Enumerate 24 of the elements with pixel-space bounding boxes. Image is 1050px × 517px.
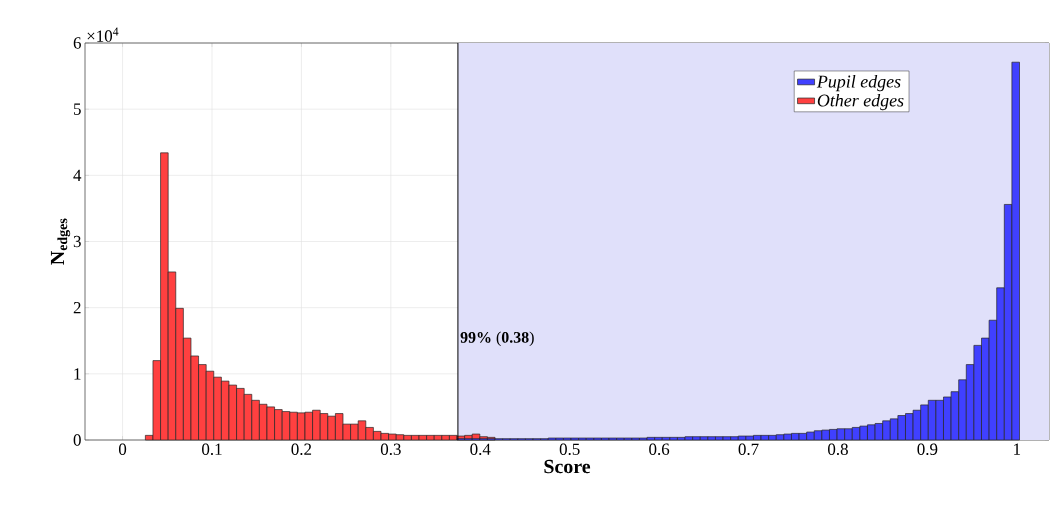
y-tick-label: 0 (73, 434, 81, 446)
y-tick-label: 3 (73, 235, 81, 248)
x-tick-label: 0.8 (828, 443, 848, 456)
text: ×10$^{4}$ (87, 27, 119, 42)
y-tick-label: 1 (74, 368, 81, 380)
x-tick-label: 0.5 (559, 443, 580, 456)
ref-line-label: 99% (0.38) (460, 331, 534, 346)
x-tick-label: 0.3 (380, 443, 401, 456)
x-tick-label: 0.9 (917, 443, 938, 456)
x-tick-label: 0 (118, 443, 127, 455)
x-tick-label: 0.4 (470, 443, 491, 456)
y-tick-label: 5 (74, 103, 81, 115)
x-tick-label: 1 (1014, 443, 1021, 455)
y-tick-label: 6 (73, 37, 81, 49)
y-tick-label: 4 (73, 169, 82, 181)
x-axis-title: Score (544, 459, 591, 474)
x-tick-label: 0.6 (649, 443, 670, 456)
legend-label: Other edges (817, 93, 904, 111)
y-tick-label: 2 (73, 302, 81, 314)
y-axis-title: N$_{edges}$ (50, 218, 71, 265)
x-tick-label: 0.2 (291, 443, 312, 456)
x-tick-label: 0.1 (202, 443, 222, 456)
legend-label: Pupil edges (816, 74, 901, 92)
x-tick-label: 0.7 (738, 443, 759, 456)
